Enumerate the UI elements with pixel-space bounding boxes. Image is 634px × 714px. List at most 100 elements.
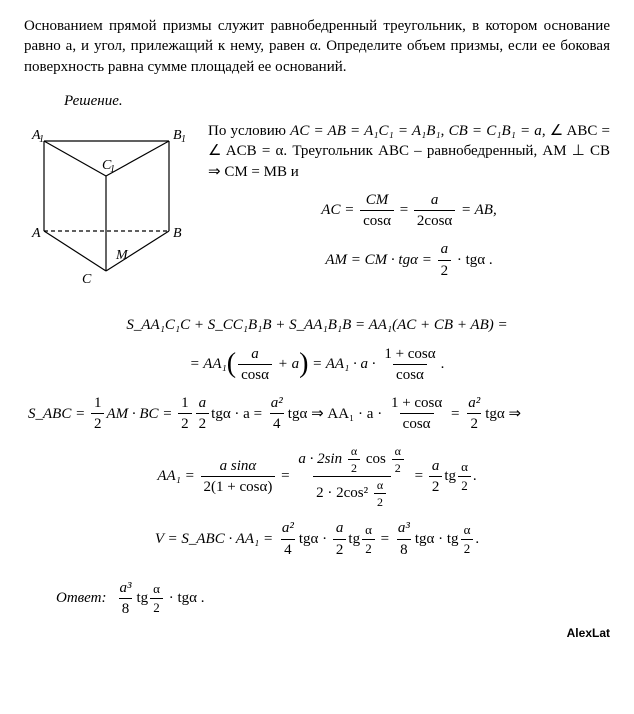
sa-m1: AM · BC = <box>106 404 172 424</box>
eqS1-line1: S_AA₁C₁C + S_CC₁B₁B + S_AA₁B₁B = AA₁(AC … <box>126 317 507 333</box>
prism-figure: A 1 B 1 C 1 A B C M <box>24 121 194 307</box>
watermark: AlexLat <box>24 625 610 641</box>
eq-lateral-1: S_AA₁C₁C + S_CC₁B₁B + S_AA₁B₁B = AA₁(AC … <box>24 315 610 335</box>
v-n1: a² <box>279 518 297 538</box>
sa-m4: = <box>451 404 459 424</box>
sa-d3: 4 <box>270 413 284 434</box>
aa1-d2a: α <box>374 477 386 493</box>
eqAC-lhs: AC = <box>321 200 354 220</box>
eqSabc-lhs: S_ABC = <box>28 404 85 424</box>
eq-AA1: AA₁ = a sinα2(1 + cosα) = a · 2sin α2 co… <box>24 443 610 511</box>
aa1-n2b: 2 <box>348 459 360 476</box>
label-M: M <box>115 248 129 263</box>
eq-V: V = S_ABC · AA₁ = a²4 tgα · a2 tg α2 = a… <box>24 518 610 560</box>
eqAC-mid: = <box>400 200 408 220</box>
v-d3: 8 <box>397 539 411 560</box>
t2a: CB = C₁B₁ = a <box>449 123 542 139</box>
eqS1-l2a: = AA₁ <box>190 354 227 374</box>
answer: Ответ: a³8 tg α2 · tgα . <box>56 578 610 620</box>
eqAC-d1: cosα <box>360 210 394 231</box>
svg-text:1: 1 <box>181 134 186 145</box>
svg-text:1: 1 <box>110 164 115 175</box>
eqAM-lhs: AM = CM · tgα = <box>325 250 431 270</box>
eqAC-n2: a <box>428 190 442 210</box>
eqAM-rhs: · tgα . <box>457 250 493 270</box>
v-d2: 2 <box>333 539 347 560</box>
sa-d2b: 2 <box>196 413 210 434</box>
aa1-n2t: a · 2sin <box>298 451 342 467</box>
v-tn2: α <box>362 521 375 539</box>
v-td3: 2 <box>461 539 474 558</box>
eqS1-n1: a <box>248 344 262 364</box>
v-td2: 2 <box>362 539 375 558</box>
aa1-td: 2 <box>458 476 471 495</box>
problem-statement: Основанием прямой призмы служит равнобед… <box>24 16 610 77</box>
sa-n1: 1 <box>91 393 105 413</box>
v-n3: a³ <box>395 518 413 538</box>
ans-tn: α <box>150 580 163 598</box>
eqAC-rhs: = AB, <box>461 200 497 220</box>
aa1-n2e: 2 <box>392 459 404 476</box>
v-tn3: α <box>461 521 474 539</box>
sa-n4: 1 + cosα <box>388 393 445 413</box>
ans-m: tg <box>136 588 148 608</box>
t1c: , <box>441 123 445 139</box>
eqS1-d2: cosα <box>393 364 427 385</box>
v-m3: tgα · tg <box>415 529 459 549</box>
eq-Sabc: S_ABC = 12 AM · BC = 12 a2 tgα · a = a²4… <box>28 393 610 435</box>
v-lhs: V = S_ABC · AA₁ = <box>155 529 273 549</box>
sa-n2b: a <box>196 393 210 413</box>
answer-label: Ответ: <box>56 588 106 608</box>
figure-side-text: По условию AC = AB = A₁C₁ = A₁B₁, CB = C… <box>208 121 610 289</box>
aa1-lhs: AA₁ = <box>157 466 194 486</box>
ans-td: 2 <box>150 598 163 617</box>
solution-label: Решение. <box>64 91 610 111</box>
eqS1-mid: + a <box>278 354 299 374</box>
v-m2: tg <box>348 529 360 549</box>
aa1-tn: α <box>458 458 471 476</box>
aa1-e1: = <box>281 466 289 486</box>
sa-n5: a² <box>465 393 483 413</box>
aa1-d2t: 2 · 2cos² <box>316 485 368 501</box>
label-C: C <box>82 272 92 287</box>
sa-m3: tgα ⇒ AA₁ · a · <box>288 404 382 424</box>
ans-n: a³ <box>116 578 134 598</box>
sa-m2: tgα · a = <box>211 404 262 424</box>
aa1-d1: 2(1 + cosα) <box>201 476 276 497</box>
eq-lateral-2: = AA₁ ( acosα + a ) = AA₁ · a · 1 + cosα… <box>24 344 610 386</box>
ans-dot: · tgα . <box>169 588 205 608</box>
eqS1-dot: . <box>441 354 445 374</box>
svg-text:1: 1 <box>39 134 44 145</box>
aa1-n2c: cos <box>366 451 386 467</box>
sa-d5: 2 <box>467 413 481 434</box>
label-B: B <box>173 226 182 241</box>
sa-d4: cosα <box>400 413 434 434</box>
sa-n2: 1 <box>178 393 192 413</box>
sa-n3: a² <box>268 393 286 413</box>
v-n2: a <box>333 518 347 538</box>
label-A: A <box>31 226 41 241</box>
aa1-d3: 2 <box>429 476 443 497</box>
eqAC-d2: 2cosα <box>414 210 455 231</box>
eq-AC: AC = CMcosα = a2cosα = AB, <box>208 190 610 232</box>
eq-AM: AM = CM · tgα = a2 · tgα . <box>208 239 610 281</box>
eqAM-n: a <box>438 239 452 259</box>
sa-rhs: tgα ⇒ <box>485 404 521 424</box>
v-eq: = <box>381 529 389 549</box>
ans-d: 8 <box>119 598 133 619</box>
v-dot: . <box>475 529 479 549</box>
t1a: По условию <box>208 123 290 139</box>
aa1-n2d: α <box>392 443 404 459</box>
sa-d1: 2 <box>91 413 105 434</box>
aa1-d2b: 2 <box>374 493 386 510</box>
eqS1-l2b: = AA₁ · a · <box>312 354 375 374</box>
figure-and-text-row: A 1 B 1 C 1 A B C M По условию AC = AB =… <box>24 121 610 307</box>
aa1-dot: . <box>473 466 477 486</box>
t1b: AC = AB = A₁C₁ = A₁B₁ <box>290 123 440 139</box>
eqAM-d: 2 <box>438 260 452 281</box>
v-d1: 4 <box>281 539 295 560</box>
aa1-n2a: α <box>348 443 360 459</box>
aa1-n3: a <box>429 456 443 476</box>
v-m1: tgα · <box>299 529 327 549</box>
aa1-rhs: tg <box>444 466 456 486</box>
